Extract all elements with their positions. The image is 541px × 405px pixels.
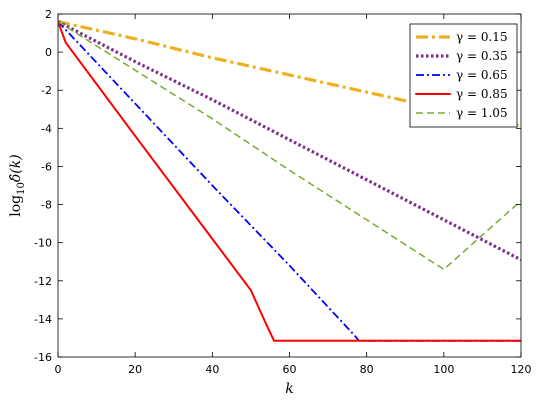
y-tick-label: 2 <box>45 8 52 21</box>
legend-label-1: γ = 0.15 <box>456 30 508 44</box>
x-tick-label: 80 <box>360 363 374 376</box>
x-tick-label: 0 <box>55 363 62 376</box>
y-axis-label: log10δ̂(k) <box>8 154 27 216</box>
y-tick-label: -16 <box>34 351 52 364</box>
series-line-2 <box>58 20 521 262</box>
legend: γ = 0.15 γ = 0.35 γ = 0.65 γ = 0.85 γ = 1.05 <box>409 23 518 128</box>
legend-label-5: γ = 1.05 <box>456 106 508 120</box>
x-tick-label: 40 <box>205 363 219 376</box>
series-line-4 <box>58 20 521 342</box>
y-tick-label: -14 <box>34 313 52 326</box>
x-tick-label: 100 <box>433 363 454 376</box>
y-tick-label: -2 <box>41 84 52 97</box>
x-axis-label: k <box>285 381 293 397</box>
y-axis-label-prefix: log <box>8 195 24 217</box>
y-tick-label: -8 <box>41 199 52 212</box>
legend-label-3: γ = 0.65 <box>456 68 508 82</box>
y-axis-label-sub: 10 <box>16 182 27 195</box>
y-tick-label: -12 <box>34 275 52 288</box>
y-axis-label-suffix: δ̂(k) <box>8 154 24 182</box>
y-tick-label: -4 <box>41 122 52 135</box>
x-tick-label: 120 <box>511 363 532 376</box>
legend-label-2: γ = 0.35 <box>456 49 508 63</box>
series-line-5 <box>58 20 521 271</box>
x-tick-label: 20 <box>128 363 142 376</box>
y-tick-label: -6 <box>41 160 52 173</box>
y-tick-label: 0 <box>45 46 52 59</box>
y-tick-label: -10 <box>34 237 52 250</box>
legend-label-4: γ = 0.85 <box>456 87 508 101</box>
x-tick-label: 60 <box>283 363 297 376</box>
